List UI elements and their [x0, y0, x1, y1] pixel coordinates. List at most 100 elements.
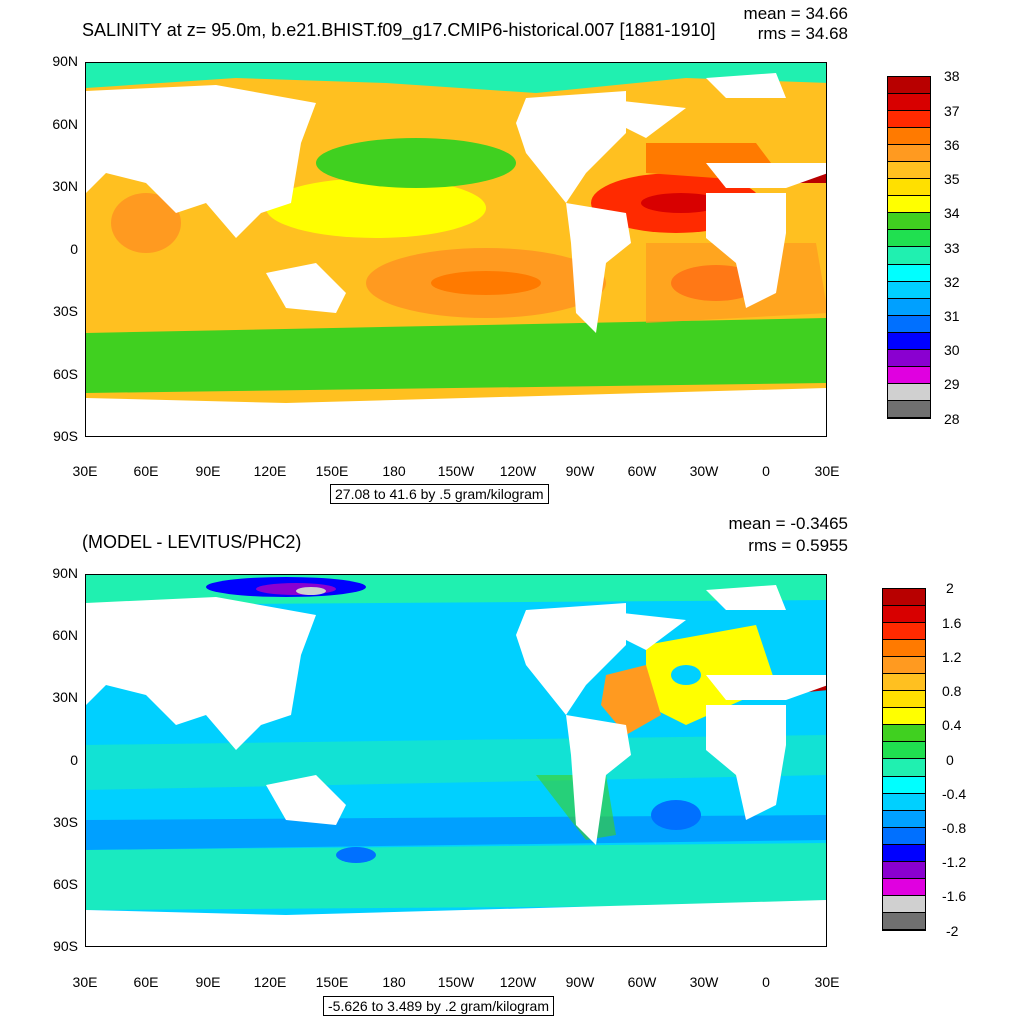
rms-label: rms = 34.68 [757, 24, 848, 43]
colorbar-swatch [883, 657, 925, 675]
colorbar-label: 31 [944, 308, 960, 324]
antarctic-band [86, 843, 826, 910]
x-tick-label: 150W [437, 974, 475, 990]
colorbar-swatch [888, 281, 930, 299]
y-tick-label: 90S [53, 428, 78, 444]
colorbar-swatch [888, 400, 930, 418]
colorbar-swatch [883, 776, 925, 794]
colorbar-label: 37 [944, 103, 960, 119]
colorbar-label: -0.8 [942, 820, 967, 836]
colorbar-swatch [888, 298, 930, 316]
colorbar-swatch [888, 230, 930, 248]
colorbar-swatch [883, 759, 925, 777]
y-tick-label: 30S [53, 814, 78, 830]
colorbar-swatch [883, 742, 925, 760]
y-tick-label: 30S [53, 303, 78, 319]
x-tick-label: 90W [565, 974, 595, 990]
y-tick-label: 60S [53, 876, 78, 892]
colorbar-swatch [888, 366, 930, 384]
x-tick-label: 60W [627, 974, 657, 990]
colorbar-label: 33 [944, 240, 960, 256]
colorbar-swatch [888, 213, 930, 231]
colorbar-label: 35 [944, 171, 960, 187]
gulf-stream-orange [601, 665, 661, 735]
colorbar-label: 34 [944, 205, 960, 221]
colorbar-swatch [883, 708, 925, 726]
colorbar-swatch [888, 77, 930, 95]
x-tick-label: 60E [133, 463, 159, 479]
y-tick-label: 0 [70, 241, 78, 257]
colorbar-swatch [883, 691, 925, 709]
x-tick-label: 90W [565, 463, 595, 479]
north-atlantic-blue [671, 665, 701, 685]
x-tick-label: 30W [689, 974, 719, 990]
x-tick-label: 150E [315, 463, 349, 479]
colorbar-label: -1.6 [942, 888, 967, 904]
panel-title: (MODEL - LEVITUS/PHC2) [82, 532, 302, 552]
colorbar-label: 0.4 [942, 717, 962, 733]
x-tick-label: 0 [762, 463, 770, 479]
difference-colorbar [882, 588, 926, 931]
x-tick-label: 60E [133, 974, 159, 990]
x-tick-label: 120W [499, 463, 537, 479]
difference-panel: (MODEL - LEVITUS/PHC2) mean = -0.3465 rm… [0, 512, 1024, 1024]
x-tick-label: 30E [72, 463, 98, 479]
colorbar-label: 1.2 [942, 649, 962, 665]
colorbar-label: 28 [944, 411, 960, 427]
x-tick-label: 180 [382, 463, 406, 479]
atlantic-blue-patch [651, 800, 701, 830]
y-tick-label: 90N [52, 565, 78, 581]
x-tick-label: 0 [762, 974, 770, 990]
colorbar-swatch [888, 349, 930, 367]
colorbar-swatch [883, 878, 925, 896]
colorbar-swatch [883, 623, 925, 641]
arctic-band [86, 63, 826, 93]
salinity-map-svg [86, 63, 826, 436]
colorbar-label: 38 [944, 68, 960, 84]
colorbar-swatch [883, 725, 925, 743]
y-tick-label: 0 [70, 752, 78, 768]
colorbar-label: 1.6 [942, 615, 962, 631]
x-tick-label: 30W [689, 463, 719, 479]
colorbar-swatch [888, 94, 930, 112]
colorbar-swatch [883, 895, 925, 913]
colorbar-swatch [888, 332, 930, 350]
colorbar-swatch [888, 128, 930, 146]
colorbar-swatch [883, 674, 925, 692]
x-tick-label: 120E [253, 463, 287, 479]
colorbar-swatch [888, 315, 930, 333]
colorbar-swatch [883, 827, 925, 845]
southern-band [86, 815, 826, 850]
colorbar-swatch [883, 640, 925, 658]
colorbar-swatch [883, 793, 925, 811]
y-tick-label: 60N [52, 627, 78, 643]
y-tick-label: 90N [52, 53, 78, 69]
north-atlantic-core [641, 193, 721, 213]
colorbar-swatch [883, 606, 925, 624]
colorbar-label: -1.2 [942, 854, 967, 870]
x-tick-label: 30E [814, 463, 840, 479]
y-tick-label: 30N [52, 178, 78, 194]
contour-range-box: 27.08 to 41.6 by .5 gram/kilogram [330, 484, 549, 504]
colorbar-label: 30 [944, 342, 960, 358]
x-tick-label: 120E [253, 974, 287, 990]
colorbar-swatch [888, 247, 930, 265]
x-tick-label: 180 [382, 974, 406, 990]
difference-map [85, 574, 827, 947]
colorbar-swatch [888, 264, 930, 282]
arabian-sea-orange [111, 193, 181, 253]
x-tick-label: 90E [195, 463, 221, 479]
colorbar-swatch [883, 589, 925, 607]
arctic-gray [296, 587, 326, 595]
contour-range-box: -5.626 to 3.489 by .2 gram/kilogram [323, 996, 555, 1016]
colorbar-swatch [888, 383, 930, 401]
colorbar-swatch [888, 145, 930, 163]
tropical-band [86, 735, 826, 790]
x-tick-label: 150E [315, 974, 349, 990]
north-pacific-green [316, 138, 516, 188]
arctic-purple [256, 583, 336, 595]
colorbar-label: 2 [946, 580, 954, 596]
x-tick-label: 150W [437, 463, 475, 479]
colorbar-label: 36 [944, 137, 960, 153]
colorbar-label: 29 [944, 376, 960, 392]
